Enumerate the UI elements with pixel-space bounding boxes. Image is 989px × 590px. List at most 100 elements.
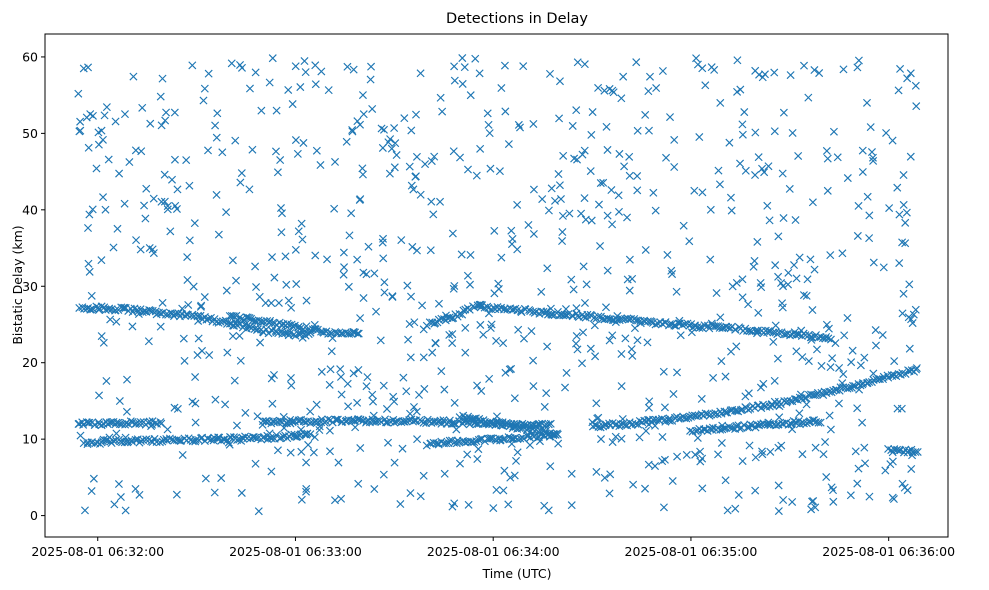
noise-point	[687, 328, 696, 337]
noise-point	[300, 327, 309, 336]
noise-point	[773, 354, 782, 363]
noise-point	[445, 330, 454, 339]
noise-point	[853, 231, 862, 240]
noise-point	[120, 110, 129, 119]
track-point	[544, 420, 553, 429]
noise-point	[436, 93, 445, 102]
track-point	[849, 381, 858, 390]
noise-point	[376, 336, 385, 345]
noise-point	[228, 332, 237, 341]
noise-point	[693, 433, 702, 442]
noise-point	[623, 275, 632, 284]
noise-point	[409, 402, 418, 411]
noise-point	[450, 398, 459, 407]
x-axis: 2025-08-01 06:32:00 2025-08-01 06:33:00 20…	[31, 537, 955, 559]
noise-point	[797, 326, 806, 335]
noise-point	[617, 382, 626, 391]
noise-point	[601, 303, 610, 312]
noise-point	[611, 432, 620, 441]
noise-point	[245, 185, 254, 194]
noise-point	[358, 164, 367, 173]
noise-point	[733, 56, 742, 65]
noise-point	[476, 303, 485, 312]
track-point	[432, 439, 441, 448]
noise-point	[384, 438, 393, 447]
noise-point	[291, 62, 300, 71]
noise-point	[251, 68, 260, 77]
noise-point	[513, 200, 522, 209]
noise-point	[227, 59, 236, 68]
noise-point	[201, 474, 210, 483]
noise-point	[893, 404, 902, 413]
noise-point	[356, 120, 365, 129]
noise-point	[825, 411, 834, 420]
noise-point	[336, 365, 345, 374]
noise-point	[614, 207, 623, 216]
noise-point	[630, 324, 639, 333]
noise-point	[580, 60, 589, 69]
noise-point	[390, 397, 399, 406]
track-point	[774, 328, 783, 337]
track-point	[126, 417, 135, 426]
noise-point	[572, 332, 581, 341]
noise-point	[514, 325, 523, 334]
noise-point	[578, 359, 587, 368]
noise-point	[268, 253, 277, 262]
noise-point	[484, 120, 493, 129]
noise-point	[379, 381, 388, 390]
noise-point	[121, 506, 130, 515]
noise-point	[826, 251, 835, 260]
noise-point	[570, 154, 579, 163]
noise-point	[672, 287, 681, 296]
noise-point	[463, 271, 472, 280]
noise-point	[276, 204, 285, 213]
noise-point	[349, 328, 358, 337]
noise-point	[799, 291, 808, 300]
noise-point	[265, 78, 274, 87]
noise-point	[173, 185, 182, 194]
track-point	[202, 315, 211, 324]
noise-point	[212, 190, 221, 199]
noise-point	[617, 349, 626, 358]
noise-point	[82, 113, 91, 122]
noise-point	[224, 438, 233, 447]
x-axis-title: Time (UTC)	[481, 566, 551, 581]
noise-point	[348, 127, 357, 136]
noise-point	[353, 398, 362, 407]
noise-point	[904, 313, 913, 322]
noise-point	[408, 242, 417, 251]
noise-point	[464, 500, 473, 509]
noise-point	[205, 351, 214, 360]
noise-point	[777, 441, 786, 450]
track-point	[157, 419, 166, 428]
noise-point	[600, 315, 609, 324]
noise-point	[349, 65, 358, 74]
noise-point	[212, 133, 221, 142]
noise-point	[869, 369, 878, 378]
track-point	[723, 408, 732, 417]
noise-point	[191, 418, 200, 427]
noise-point	[716, 313, 725, 322]
track-point	[155, 438, 164, 447]
track-point	[258, 318, 267, 327]
noise-point	[774, 507, 783, 516]
noise-point	[727, 206, 736, 215]
noise-point	[823, 186, 832, 195]
noise-point	[428, 348, 437, 357]
noise-point	[458, 54, 467, 63]
track-point	[356, 415, 365, 424]
noise-point	[97, 256, 106, 265]
noise-point	[544, 206, 553, 215]
noise-point	[670, 135, 679, 144]
noise-point	[862, 98, 872, 107]
noise-point	[807, 505, 816, 514]
track-point	[449, 419, 458, 428]
noise-point	[667, 266, 676, 275]
noise-point	[461, 323, 470, 332]
noise-point	[104, 155, 113, 164]
noise-point	[400, 114, 409, 123]
noise-point	[692, 54, 701, 63]
noise-point	[222, 208, 231, 217]
noise-point	[871, 326, 880, 335]
noise-point	[717, 438, 726, 447]
